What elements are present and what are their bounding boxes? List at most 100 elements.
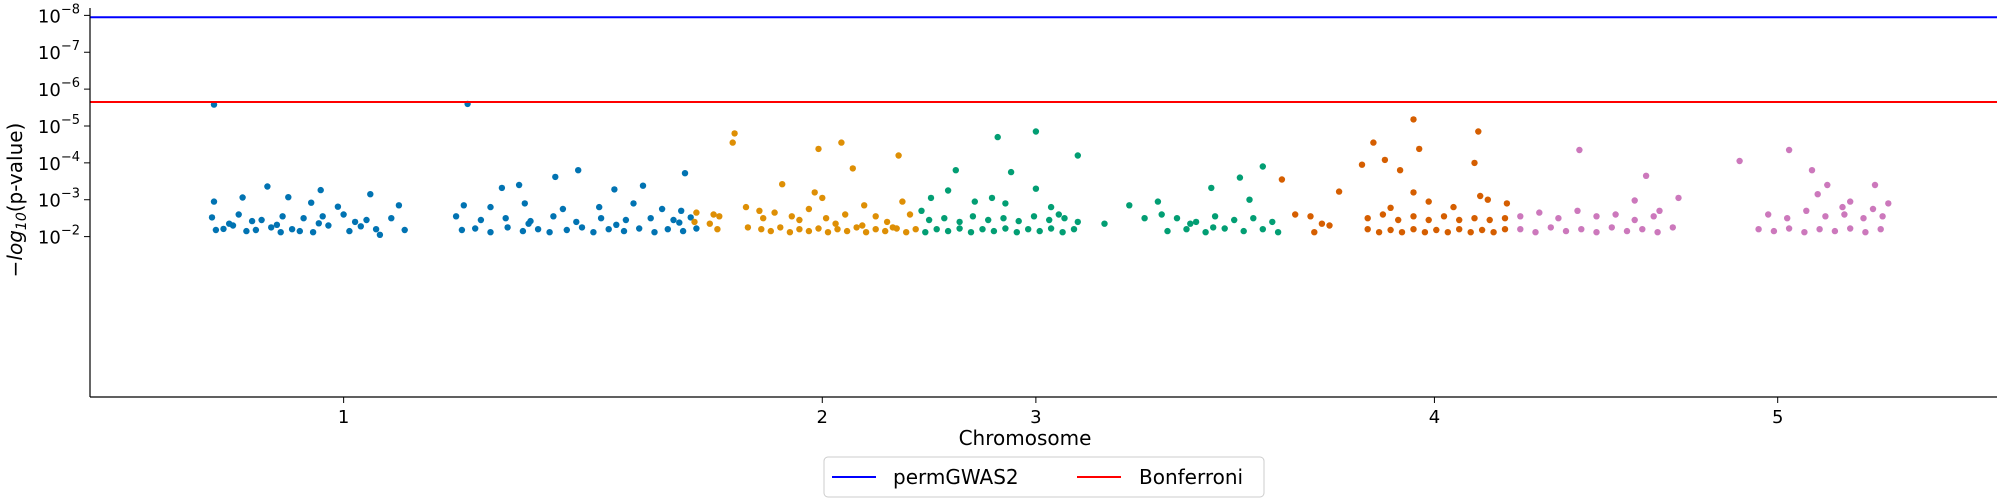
legend-label-bonferroni: Bonferroni — [1139, 465, 1243, 489]
data-point-chr3 — [1000, 215, 1007, 222]
y-tick-label: 10−2 — [38, 224, 80, 249]
data-point-chr1 — [611, 186, 618, 193]
data-point-chr1 — [226, 220, 233, 227]
y-axis-label: −log10(p-value) — [3, 123, 30, 278]
data-point-chr3 — [1210, 224, 1217, 231]
data-point-chr2 — [893, 225, 900, 232]
data-point-chr3 — [1074, 152, 1082, 159]
data-point-chr5 — [1631, 216, 1638, 224]
data-point-chr5 — [1532, 229, 1539, 236]
data-point-chr1 — [546, 229, 553, 236]
y-tick-label: 10−3 — [38, 187, 80, 212]
data-point-chr1 — [487, 203, 494, 211]
data-point-chr3 — [1187, 220, 1194, 227]
data-point-chr4 — [1375, 229, 1383, 236]
data-point-chr2 — [832, 220, 839, 227]
data-point-chr1 — [458, 226, 466, 234]
data-point-chr4 — [1486, 216, 1493, 224]
data-point-chr3 — [1002, 225, 1009, 232]
data-point-chr1 — [264, 183, 271, 190]
data-point-chr1 — [472, 225, 479, 232]
data-point-chr1 — [502, 215, 509, 222]
data-point-chr4 — [1381, 156, 1389, 164]
x-tick-label: 4 — [1429, 407, 1440, 428]
data-point-chr2 — [861, 202, 868, 209]
data-point-chr1 — [288, 226, 296, 233]
data-point-chr1 — [525, 220, 532, 227]
data-point-chr4 — [1364, 215, 1371, 222]
data-point-chr5 — [1785, 146, 1793, 154]
data-point-chr3 — [971, 198, 978, 205]
y-axis-label-sub: 10 — [14, 212, 30, 230]
data-point-chr4 — [1387, 226, 1394, 234]
data-point-chr3 — [1032, 185, 1040, 192]
data-point-chr5 — [1562, 227, 1570, 235]
data-point-chr5 — [1608, 224, 1616, 231]
data-point-chr5 — [1555, 215, 1562, 222]
data-point-chr3 — [1059, 229, 1066, 236]
data-point-chr2 — [760, 215, 767, 222]
data-point-chr5 — [1770, 227, 1778, 235]
data-point-chr1 — [605, 226, 612, 233]
data-point-chr2 — [912, 226, 919, 233]
data-point-chr2 — [805, 227, 813, 235]
data-point-chr3 — [990, 227, 998, 235]
y-axis: 10−2 10−3 10−4 10−5 10−6 10−7 10−8 — [38, 2, 91, 397]
data-point-chr1 — [340, 211, 347, 218]
data-point-chr1 — [597, 215, 605, 222]
data-point-chr4 — [1501, 226, 1509, 233]
data-point-chr5 — [1871, 181, 1879, 189]
x-axis-label: Chromosome — [959, 426, 1092, 450]
data-point-chr1 — [325, 222, 332, 229]
y-tick-label: 10−5 — [38, 113, 80, 138]
data-point-chr3 — [1030, 213, 1038, 220]
data-point-chr3 — [1192, 218, 1200, 226]
data-point-chr4 — [1484, 196, 1492, 203]
data-point-chr1 — [300, 215, 307, 222]
data-point-chr1 — [534, 226, 542, 233]
data-point-chr5 — [1656, 207, 1663, 214]
data-point-chr2 — [710, 211, 717, 218]
data-point-chr3 — [1240, 227, 1247, 235]
data-point-chr1 — [552, 173, 559, 181]
data-point-chr2 — [731, 130, 738, 137]
data-point-chr3 — [1036, 227, 1043, 235]
data-point-chr4 — [1433, 226, 1440, 234]
data-point-chr4 — [1425, 216, 1432, 224]
data-point-chr5 — [1654, 229, 1661, 236]
data-point-chr3 — [933, 226, 940, 233]
data-point-chr1 — [658, 205, 666, 213]
data-point-chr4 — [1379, 211, 1387, 218]
data-point-chr1 — [363, 216, 370, 224]
data-point-chr1 — [309, 229, 317, 236]
data-point-chr1 — [487, 229, 494, 236]
data-point-chr5 — [1736, 157, 1743, 165]
data-point-chr2 — [788, 213, 795, 220]
data-point-chr1 — [622, 216, 630, 224]
data-point-chr4 — [1444, 229, 1452, 236]
data-point-chr4 — [1471, 215, 1478, 222]
data-point-chr3 — [1154, 198, 1162, 205]
y-tick-label: 10−6 — [38, 76, 80, 101]
data-point-chr2 — [882, 227, 889, 235]
data-point-chr5 — [1765, 211, 1772, 218]
data-point-chr3 — [1055, 211, 1063, 218]
data-point-chr1 — [401, 226, 408, 234]
data-point-chr1 — [220, 225, 227, 233]
data-point-chr1 — [279, 213, 286, 220]
data-point-chr1 — [613, 221, 620, 228]
data-point-chr2 — [758, 226, 765, 233]
data-point-chr1 — [498, 184, 506, 192]
data-point-chr3 — [1246, 196, 1253, 203]
data-point-chr3 — [1074, 218, 1082, 226]
data-point-chr4 — [1278, 176, 1286, 183]
data-point-chr1 — [357, 223, 364, 230]
data-point-chr4 — [1364, 226, 1371, 233]
x-tick-label: 3 — [1030, 407, 1041, 428]
data-point-chr1 — [676, 219, 683, 226]
data-point-chr4 — [1471, 159, 1478, 167]
data-point-chr2 — [691, 218, 698, 226]
data-point-chr1 — [521, 200, 528, 207]
data-point-chr1 — [376, 231, 384, 238]
